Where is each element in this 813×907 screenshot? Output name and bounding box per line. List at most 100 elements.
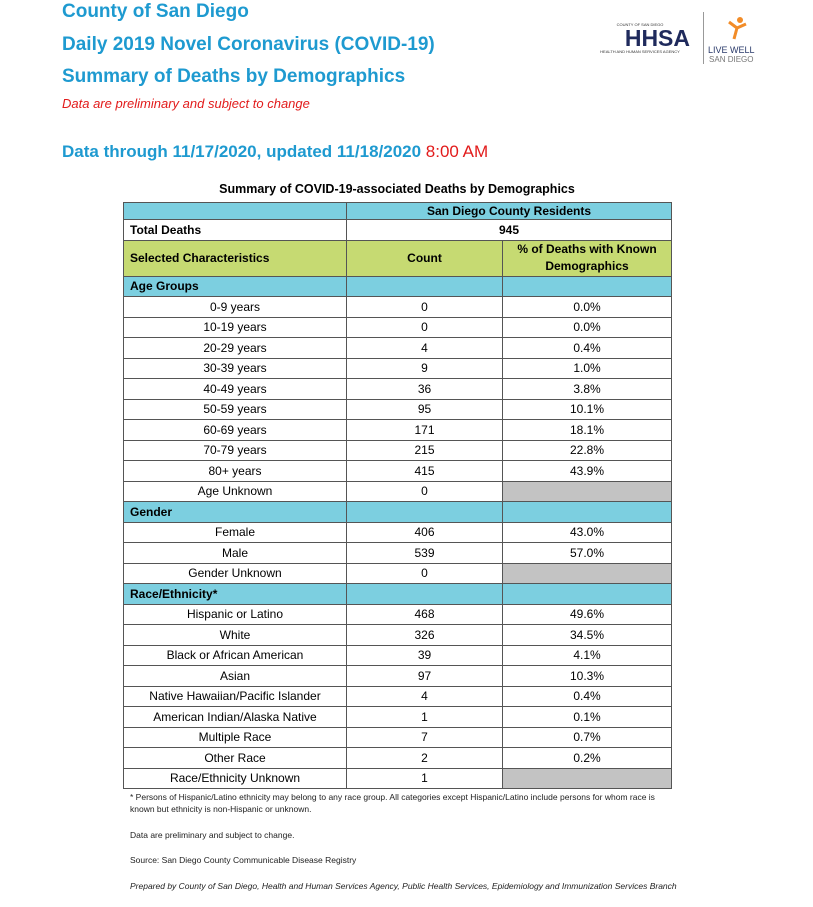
data-through: Data through 11/17/2020, updated 11/18/2…: [62, 142, 422, 161]
percent: 0.0%: [502, 296, 672, 318]
count: 415: [346, 460, 503, 482]
characteristic: 30-39 years: [123, 357, 347, 379]
characteristic: 80+ years: [123, 460, 347, 482]
column-header: Count: [346, 239, 503, 277]
percent: 34.5%: [502, 624, 672, 646]
note: Data are preliminary and subject to chan…: [130, 830, 295, 840]
empty-cell: [502, 562, 672, 584]
percent: 0.2%: [502, 747, 672, 769]
characteristic: Gender Unknown: [123, 562, 347, 584]
percent: 0.4%: [502, 337, 672, 359]
characteristic: Race/Ethnicity Unknown: [123, 767, 347, 789]
percent: 1.0%: [502, 357, 672, 379]
data-through-line: Data through 11/17/2020, updated 11/18/2…: [62, 142, 488, 162]
characteristic: 0-9 years: [123, 296, 347, 318]
percent: 0.0%: [502, 316, 672, 338]
data-row: 60-69 years 171 18.1%: [123, 419, 672, 441]
characteristic: 70-79 years: [123, 439, 347, 461]
characteristic: 60-69 years: [123, 419, 347, 441]
hhsa-logo: COUNTY OF SAN DIEGO HHSA HEALTH AND HUMA…: [590, 22, 690, 54]
characteristic: Hispanic or Latino: [123, 603, 347, 625]
count: 326: [346, 624, 503, 646]
data-row: Male 539 57.0%: [123, 542, 672, 564]
characteristic: Female: [123, 521, 347, 543]
percent: 0.1%: [502, 706, 672, 728]
section-name: Race/Ethnicity*: [123, 583, 347, 605]
percent: 22.8%: [502, 439, 672, 461]
table-body: San Diego County Residents Total Deaths 9…: [123, 202, 672, 789]
percent: 10.1%: [502, 398, 672, 420]
count: 9: [346, 357, 503, 379]
percent: 0.7%: [502, 726, 672, 748]
disclaimer: Data are preliminary and subject to chan…: [62, 96, 310, 111]
cell: [346, 275, 503, 297]
count: 4: [346, 685, 503, 707]
logo-name: HHSA: [624, 25, 690, 51]
characteristic: Age Unknown: [123, 480, 347, 502]
characteristic: 40-49 years: [123, 378, 347, 400]
characteristic: American Indian/Alaska Native: [123, 706, 347, 728]
section-row: Age Groups: [123, 275, 672, 297]
column-header: Selected Characteristics: [123, 239, 347, 277]
cell: [502, 583, 672, 605]
deaths-table: San Diego County Residents Total Deaths 9…: [123, 202, 672, 789]
data-row: Gender Unknown 0: [123, 562, 672, 584]
residents-header: San Diego County Residents: [346, 202, 672, 220]
section-name: Age Groups: [123, 275, 347, 297]
count: 7: [346, 726, 503, 748]
title: County of San Diego: [62, 1, 249, 22]
data-row: Race/Ethnicity Unknown 1: [123, 767, 672, 789]
characteristic: 10-19 years: [123, 316, 347, 338]
cell: [502, 275, 672, 297]
title: Summary of Deaths by Demographics: [62, 66, 406, 87]
data-row: 80+ years 415 43.9%: [123, 460, 672, 482]
title: Daily 2019 Novel Coronavirus (COVID-19): [62, 34, 435, 55]
characteristic: Asian: [123, 665, 347, 687]
characteristic: White: [123, 624, 347, 646]
characteristic: 20-29 years: [123, 337, 347, 359]
count: 539: [346, 542, 503, 564]
header-row: San Diego County Residents: [123, 202, 672, 220]
count: 36: [346, 378, 503, 400]
san-diego: SAN DIEGO: [709, 55, 754, 64]
data-row: 50-59 years 95 10.1%: [123, 398, 672, 420]
data-row: 70-79 years 215 22.8%: [123, 439, 672, 461]
count: 2: [346, 747, 503, 769]
data-row: Asian 97 10.3%: [123, 665, 672, 687]
characteristic: Native Hawaiian/Pacific Islander: [123, 685, 347, 707]
percent: 57.0%: [502, 542, 672, 564]
data-row: Female 406 43.0%: [123, 521, 672, 543]
characteristic: Other Race: [123, 747, 347, 769]
percent: 3.8%: [502, 378, 672, 400]
count: 95: [346, 398, 503, 420]
count: 215: [346, 439, 503, 461]
prepared-by: Prepared by County of San Diego, Health …: [130, 881, 677, 891]
source: Source: San Diego County Communicable Di…: [130, 855, 357, 865]
data-row: Black or African American 39 4.1%: [123, 644, 672, 666]
logo-agency: HEALTH AND HUMAN SERVICES AGENCY: [600, 49, 680, 54]
characteristic: 50-59 years: [123, 398, 347, 420]
live-well: LIVE WELL: [708, 45, 755, 55]
section-row: Race/Ethnicity*: [123, 583, 672, 605]
data-row: 10-19 years 0 0.0%: [123, 316, 672, 338]
count: 97: [346, 665, 503, 687]
logo-county: COUNTY OF SAN DIEGO: [616, 22, 664, 27]
cell: [346, 583, 503, 605]
column-header: % of Deaths with Known Demographics: [502, 239, 672, 277]
live-well-logo: LIVE WELL SAN DIEGO: [708, 45, 755, 65]
logo-divider: [703, 12, 704, 64]
count: 4: [346, 337, 503, 359]
live-well-icon: [728, 17, 747, 40]
percent: 4.1%: [502, 644, 672, 666]
data-row: 40-49 years 36 3.8%: [123, 378, 672, 400]
count: 406: [346, 521, 503, 543]
count: 171: [346, 419, 503, 441]
data-row: 0-9 years 0 0.0%: [123, 296, 672, 318]
section-name: Gender: [123, 501, 347, 523]
data-row: Hispanic or Latino 468 49.6%: [123, 603, 672, 625]
count: 468: [346, 603, 503, 625]
percent: 43.0%: [502, 521, 672, 543]
count: 0: [346, 296, 503, 318]
total-row: Total Deaths 945: [123, 219, 672, 241]
